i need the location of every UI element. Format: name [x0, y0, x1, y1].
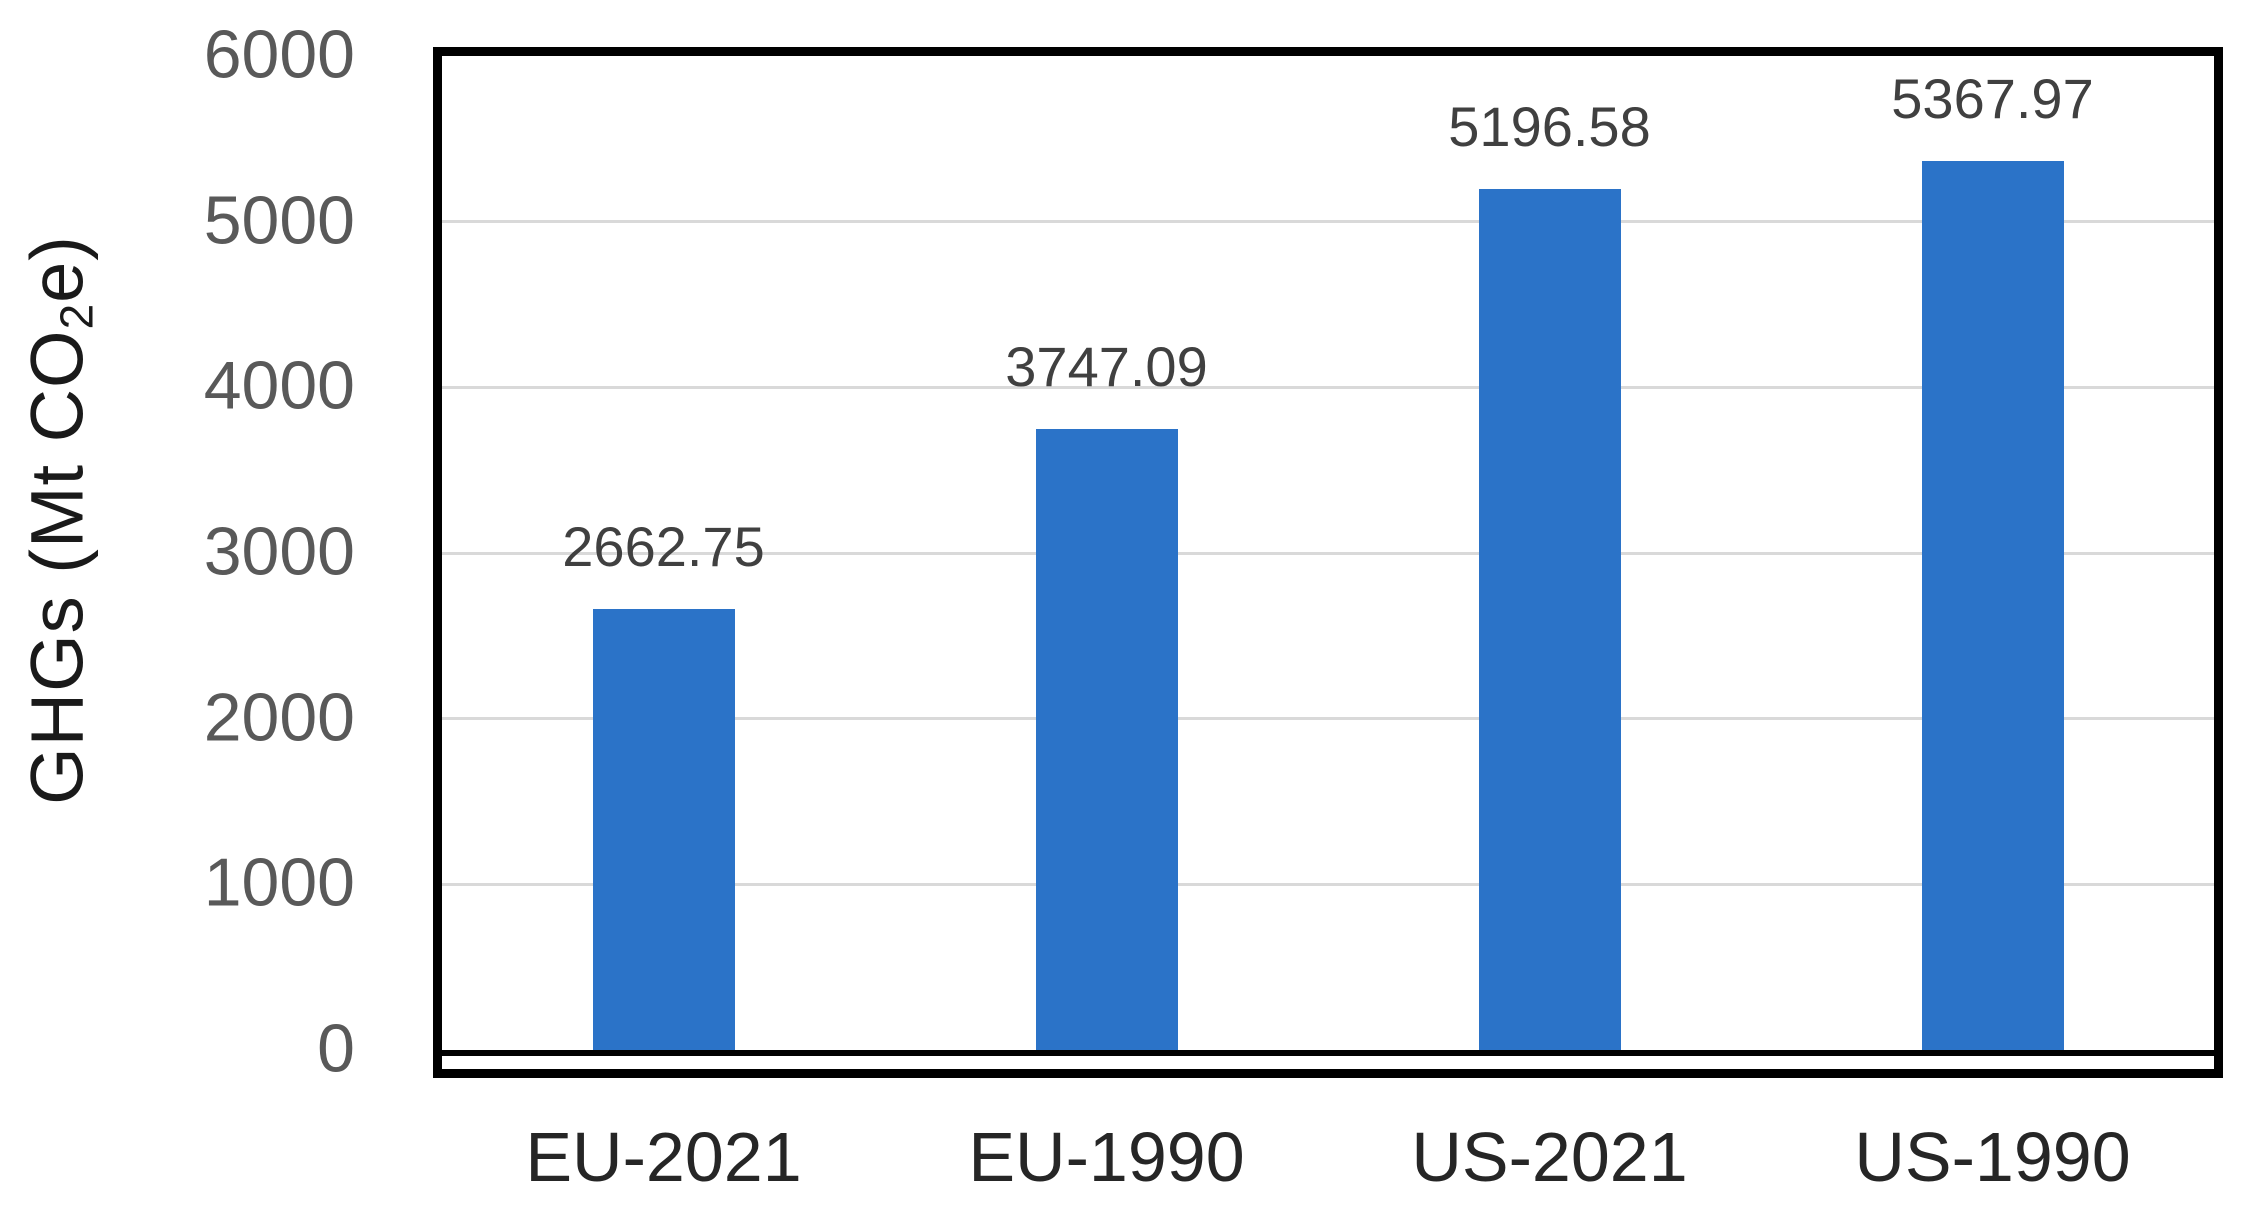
y-axis-tick-label: 3000: [203, 513, 355, 590]
bar: [592, 608, 735, 1050]
bar: [1478, 189, 1621, 1050]
bar-value-label: 5367.97: [1891, 66, 2094, 130]
bar-value-label: 3747.09: [1005, 335, 1208, 399]
bar: [1921, 160, 2064, 1050]
x-axis-category-label: US-2021: [1411, 1118, 1688, 1196]
y-axis-tick-label: 4000: [203, 347, 355, 424]
y-axis-tick-label: 2000: [203, 679, 355, 756]
plot-inner-area: 2662.75 3747.09 5196.58 5367.97: [442, 56, 2214, 1056]
bar-value-label: 5196.58: [1448, 95, 1651, 159]
y-axis-title-subscript: 2: [50, 302, 103, 330]
gridline: [442, 385, 2214, 389]
x-axis-category-label: EU-1990: [968, 1118, 1245, 1196]
y-axis-tick-label: 1000: [203, 844, 355, 921]
x-axis-category-label: EU-2021: [525, 1118, 802, 1196]
gridline: [442, 220, 2214, 224]
y-axis-tick-label: 0: [317, 1010, 355, 1087]
gridline: [442, 882, 2214, 886]
gridline: [442, 717, 2214, 721]
x-axis-category-label: US-1990: [1854, 1118, 2131, 1196]
y-axis-tick-label: 5000: [203, 182, 355, 259]
plot-area: 2662.75 3747.09 5196.58 5367.97: [433, 47, 2223, 1078]
bar: [1035, 429, 1178, 1050]
y-axis-tick-label: 6000: [203, 16, 355, 93]
gridline: [442, 551, 2214, 555]
bar-value-label: 2662.75: [562, 514, 765, 578]
